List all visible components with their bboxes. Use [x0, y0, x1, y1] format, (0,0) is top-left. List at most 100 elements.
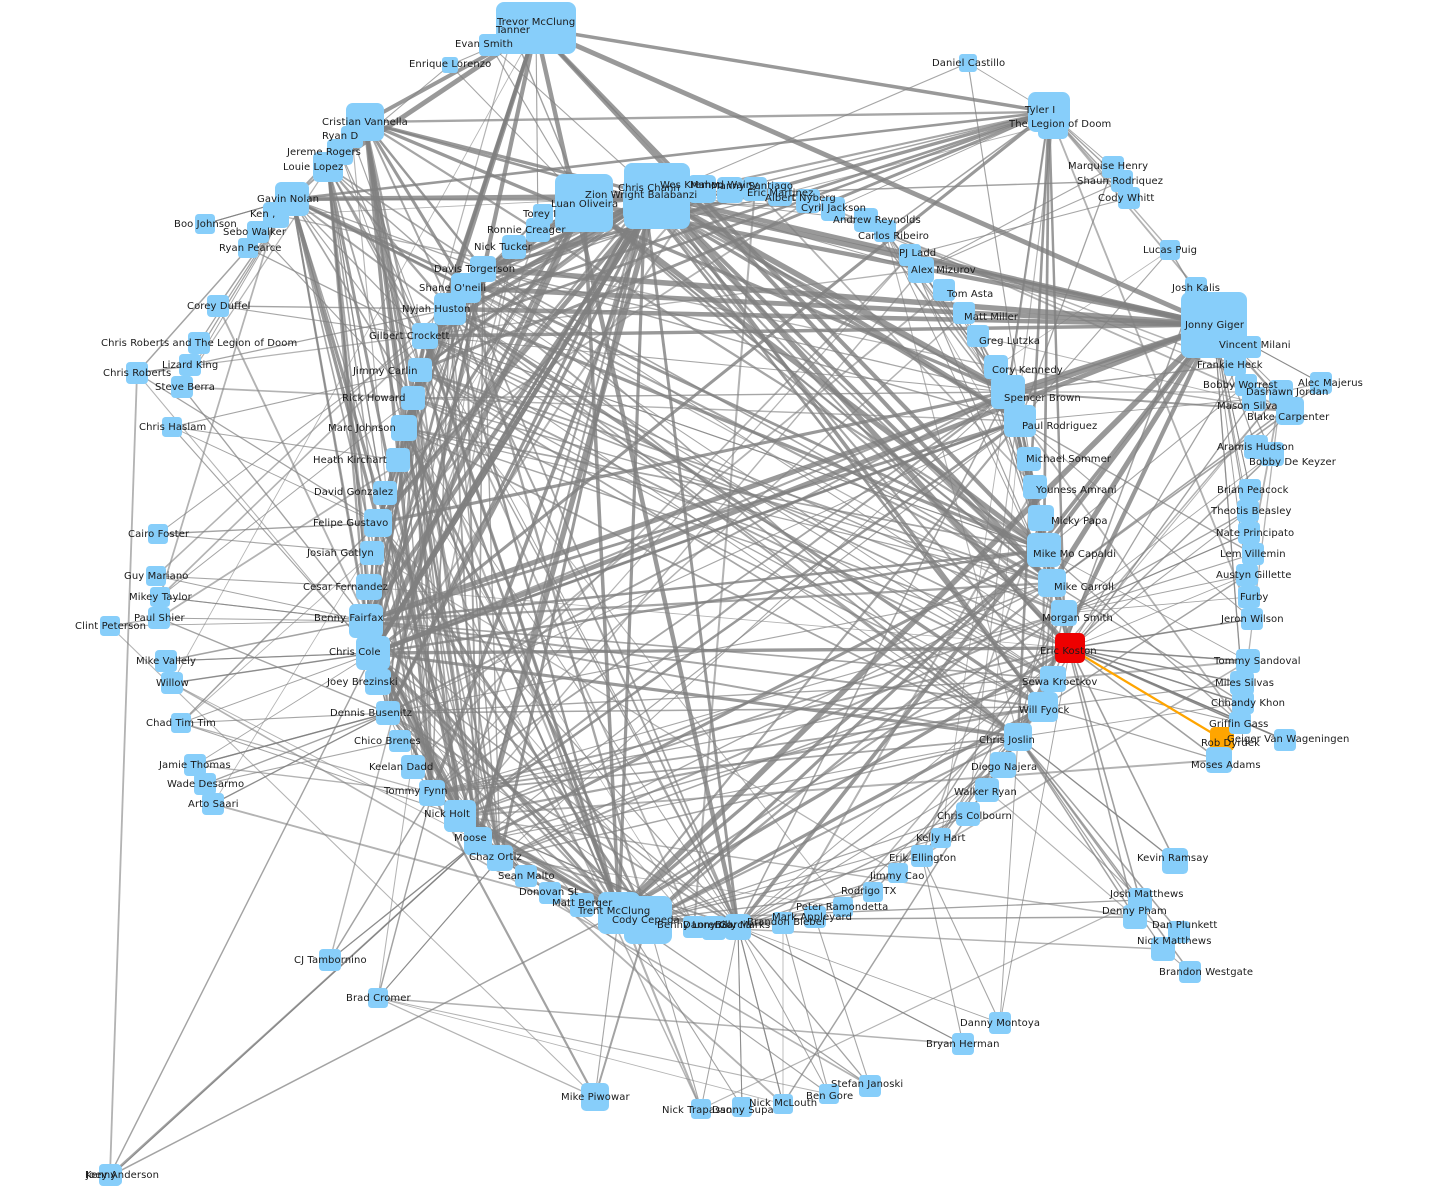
graph-node[interactable]: [479, 34, 501, 56]
graph-node[interactable]: [194, 773, 216, 795]
graph-node[interactable]: [162, 417, 182, 437]
graph-node[interactable]: [773, 1094, 793, 1114]
graph-node[interactable]: [386, 448, 410, 472]
graph-node[interactable]: [1224, 354, 1246, 376]
graph-node[interactable]: [1269, 380, 1293, 404]
graph-node[interactable]: [1162, 848, 1188, 874]
graph-node[interactable]: [161, 672, 183, 694]
graph-node[interactable]: [401, 386, 425, 410]
graph-node[interactable]: [952, 1033, 974, 1055]
graph-node[interactable]: [1236, 564, 1258, 586]
graph-node[interactable]: [1038, 109, 1068, 139]
graph-node[interactable]: [1051, 600, 1077, 626]
graph-node[interactable]: [412, 323, 438, 349]
graph-node[interactable]: [796, 189, 820, 213]
graph-node[interactable]: [1040, 666, 1066, 692]
graph-node[interactable]: [975, 778, 999, 802]
graph-node[interactable]: [1237, 500, 1259, 522]
graph-node[interactable]: [1111, 170, 1133, 192]
graph-node[interactable]: [1038, 569, 1066, 597]
graph-node[interactable]: [184, 754, 206, 776]
graph-node[interactable]: [732, 1097, 752, 1117]
graph-node[interactable]: [623, 178, 667, 222]
graph-node[interactable]: [364, 509, 392, 537]
graph-node[interactable]: [1238, 586, 1260, 608]
graph-node[interactable]: [434, 293, 466, 325]
graph-node[interactable]: [911, 845, 933, 867]
graph-node[interactable]: [1128, 888, 1152, 912]
graph-node[interactable]: [888, 863, 908, 883]
graph-node[interactable]: [990, 752, 1016, 778]
graph-node[interactable]: [1160, 240, 1180, 260]
graph-node[interactable]: [408, 358, 432, 382]
graph-node[interactable]: [1185, 277, 1207, 299]
graph-node[interactable]: [442, 57, 458, 73]
graph-node[interactable]: [365, 669, 391, 695]
graph-node[interactable]: [555, 174, 613, 232]
graph-node[interactable]: [1055, 633, 1085, 663]
graph-node[interactable]: [1230, 671, 1254, 695]
graph-node[interactable]: [238, 238, 258, 258]
graph-node[interactable]: [683, 916, 705, 938]
graph-node[interactable]: [179, 354, 201, 376]
graph-node[interactable]: [1232, 692, 1254, 714]
graph-node[interactable]: [1118, 187, 1140, 209]
graph-node[interactable]: [863, 882, 883, 902]
graph-node[interactable]: [102, 1165, 122, 1185]
graph-node[interactable]: [833, 897, 853, 917]
graph-node[interactable]: [373, 481, 397, 505]
graph-node[interactable]: [389, 730, 411, 752]
graph-node[interactable]: [171, 713, 191, 733]
graph-node[interactable]: [1028, 505, 1054, 531]
graph-node[interactable]: [598, 892, 640, 934]
graph-node[interactable]: [195, 214, 215, 234]
graph-node[interactable]: [717, 177, 743, 203]
graph-node[interactable]: [581, 1083, 609, 1111]
graph-node[interactable]: [148, 607, 170, 629]
graph-node[interactable]: [349, 604, 383, 638]
graph-node[interactable]: [570, 893, 594, 917]
graph-node[interactable]: [526, 218, 550, 242]
graph-node[interactable]: [956, 802, 980, 826]
graph-node[interactable]: [859, 1075, 881, 1097]
graph-node[interactable]: [1206, 747, 1232, 773]
graph-node[interactable]: [743, 177, 767, 201]
graph-node[interactable]: [1168, 921, 1190, 943]
graph-node[interactable]: [247, 221, 269, 243]
graph-node[interactable]: [356, 574, 382, 600]
graph-node[interactable]: [155, 650, 177, 672]
graph-node[interactable]: [356, 636, 390, 670]
graph-node[interactable]: [1004, 723, 1032, 751]
graph-node[interactable]: [313, 152, 343, 182]
graph-node[interactable]: [1179, 961, 1201, 983]
graph-node[interactable]: [1241, 608, 1263, 630]
graph-node[interactable]: [1244, 435, 1268, 459]
graph-node[interactable]: [171, 376, 193, 398]
graph-node[interactable]: [933, 279, 955, 301]
graph-node[interactable]: [959, 54, 977, 72]
graph-node[interactable]: [319, 949, 341, 971]
graph-node[interactable]: [967, 325, 989, 347]
graph-node[interactable]: [768, 182, 792, 206]
graph-node[interactable]: [368, 988, 388, 1008]
graph-node[interactable]: [146, 566, 166, 586]
graph-node[interactable]: [1239, 336, 1261, 358]
graph-node[interactable]: [931, 828, 951, 848]
graph-node[interactable]: [100, 616, 120, 636]
graph-node[interactable]: [1239, 479, 1261, 501]
graph-node[interactable]: [150, 587, 170, 607]
graph-node[interactable]: [1242, 543, 1264, 565]
graph-node[interactable]: [401, 755, 425, 779]
graph-node[interactable]: [360, 541, 384, 565]
graph-node[interactable]: [148, 524, 168, 544]
graph-node[interactable]: [1181, 292, 1247, 358]
graph-node[interactable]: [804, 906, 826, 928]
graph-node[interactable]: [376, 701, 400, 725]
graph-node[interactable]: [126, 362, 148, 384]
graph-node[interactable]: [821, 197, 845, 221]
graph-node[interactable]: [688, 175, 716, 203]
graph-node[interactable]: [1028, 692, 1058, 722]
graph-node[interactable]: [1027, 533, 1061, 567]
graph-node[interactable]: [772, 912, 794, 934]
